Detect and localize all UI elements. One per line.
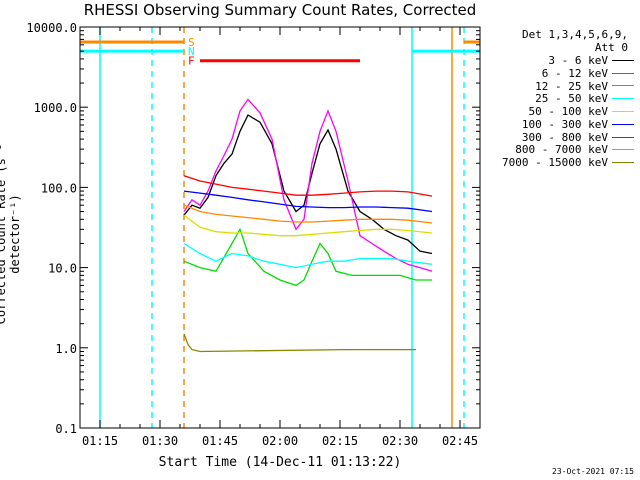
- marker-label-s: S: [188, 36, 195, 49]
- x-tick-label-3: 02:00: [262, 434, 298, 448]
- series-line-3: [183, 242, 433, 269]
- legend-entry-1: 6 - 12 keV: [486, 67, 636, 80]
- legend-label-5: 100 - 300 keV: [521, 117, 608, 131]
- y-tick-label-2: 10.0: [48, 262, 77, 276]
- y-tick-label-1: 1.0: [55, 342, 77, 356]
- x-tick-label-4: 02:15: [322, 434, 358, 448]
- legend-attenuator: Att 0: [594, 41, 628, 54]
- legend-entry-6: 300 - 800 keV: [486, 131, 636, 144]
- y-axis-label: Corrected Count Rate (s⁻¹ detector⁻¹): [0, 143, 22, 325]
- y-tick-label-0: 0.1: [55, 422, 77, 436]
- series-line-8: [183, 333, 416, 353]
- legend-entry-7: 800 - 7000 keV: [486, 143, 636, 157]
- legend-label-0: 3 - 6 keV: [548, 53, 608, 67]
- x-tick-label-5: 02:30: [382, 434, 418, 448]
- x-tick-label-2: 01:45: [202, 434, 238, 448]
- marker-label-f: F: [188, 55, 195, 68]
- y-tick-label-4: 1000.0: [34, 101, 77, 115]
- legend-swatch-1: [612, 72, 634, 74]
- legend-entry-8: 7000 - 15000 keV: [486, 156, 636, 169]
- legend-swatch-4: [612, 111, 634, 113]
- legend-label-1: 6 - 12 keV: [541, 66, 608, 80]
- legend-entry-5: 100 - 300 keV: [486, 118, 636, 131]
- legend-entry-4: 50 - 100 keV: [486, 105, 636, 118]
- legend-swatch-8: [612, 162, 634, 164]
- series-line-6: [183, 175, 433, 197]
- legend-detectors: Det 1,3,4,5,6,9,: [522, 28, 628, 41]
- legend-label-7: 800 - 7000 keV: [515, 143, 608, 157]
- series-line-4: [183, 214, 433, 237]
- x-axis-label: Start Time (14-Dec-11 01:13:22): [158, 455, 402, 470]
- marker-label-n: N: [188, 45, 195, 58]
- series-line-0: [183, 114, 433, 255]
- legend-entry-2: 12 - 25 keV: [486, 80, 636, 93]
- legend-swatch-6: [612, 136, 634, 138]
- series-line-5: [183, 190, 433, 213]
- series-line-2: [183, 227, 432, 287]
- legend-swatch-7: [612, 149, 634, 151]
- x-tick-label-1: 01:30: [142, 434, 178, 448]
- x-tick-label-0: 01:15: [82, 434, 118, 448]
- y-tick-label-5: 10000.0: [26, 21, 77, 35]
- legend-swatch-3: [612, 98, 634, 100]
- legend: Det 1,3,4,5,6,9, Att 0 3 - 6 keV 6 - 12 k…: [486, 28, 636, 169]
- legend-swatch-0: [612, 59, 634, 61]
- legend-label-2: 12 - 25 keV: [535, 79, 608, 93]
- chart-title: RHESSI Observing Summary Count Rates, Co…: [83, 1, 477, 19]
- legend-entry-3: 25 - 50 keV: [486, 92, 636, 105]
- legend-swatch-2: [612, 85, 634, 87]
- series-line-1: [183, 98, 433, 272]
- plot-frame: [79, 26, 481, 429]
- legend-label-4: 50 - 100 keV: [528, 105, 608, 119]
- legend-label-6: 300 - 800 keV: [521, 130, 608, 144]
- legend-label-3: 25 - 50 keV: [535, 92, 608, 106]
- y-tick-label-3: 100.0: [41, 181, 77, 195]
- legend-swatch-5: [612, 123, 634, 125]
- legend-label-8: 7000 - 15000 keV: [502, 156, 608, 170]
- series-line-7: [183, 204, 433, 224]
- generation-timestamp: 23-Oct-2021 07:15: [552, 467, 634, 476]
- x-tick-label-6: 02:45: [442, 434, 478, 448]
- legend-entry-0: 3 - 6 keV: [486, 54, 636, 67]
